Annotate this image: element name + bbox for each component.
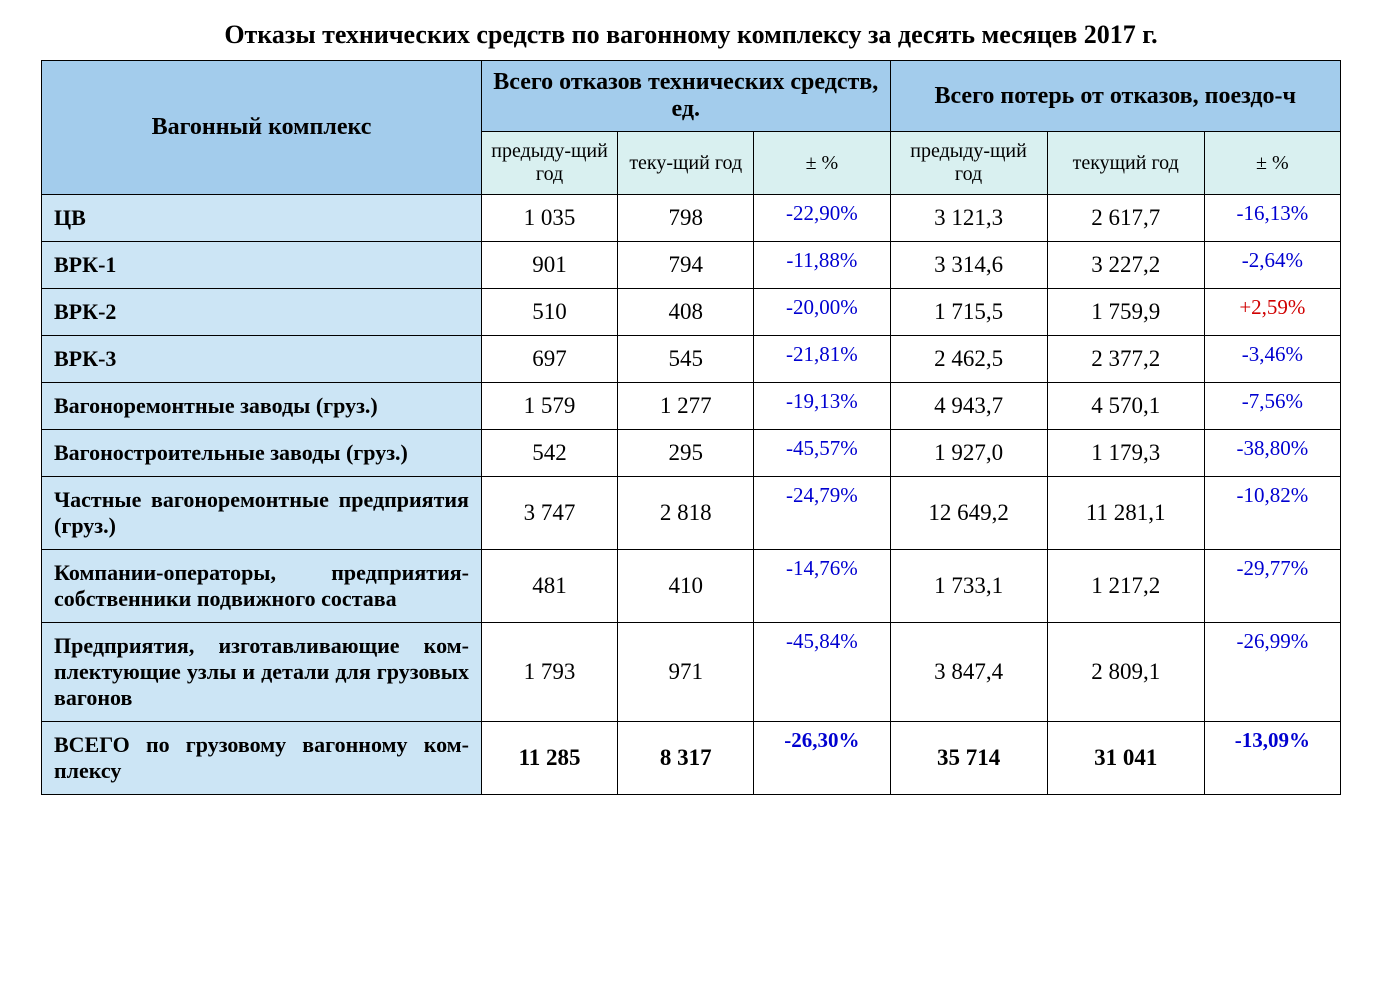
table-row: Предприятия, изготавливающие ком­плектую… [42,623,1341,722]
cell-percent: -24,79% [754,477,890,550]
cell-percent: -29,77% [1204,550,1340,623]
cell-value: 901 [481,242,617,289]
col-header-failures: Всего отказов технических средств, ед. [481,61,890,132]
table-row: ВРК-3697545-21,81%2 462,52 377,2-3,46% [42,336,1341,383]
cell-value: 2 377,2 [1047,336,1204,383]
cell-value: 1 927,0 [890,430,1047,477]
cell-value: 11 281,1 [1047,477,1204,550]
table-row: ВСЕГО по грузовому вагонному ком­плексу1… [42,722,1341,795]
cell-value: 545 [618,336,754,383]
table-row: ЦВ1 035798-22,90%3 121,32 617,7-16,13% [42,195,1341,242]
cell-value: 1 733,1 [890,550,1047,623]
cell-value: 410 [618,550,754,623]
col-sub-prev: предыду-щий год [481,132,617,195]
cell-percent: +2,59% [1204,289,1340,336]
cell-percent: -2,64% [1204,242,1340,289]
table-row: Частные вагоноремонтные предпри­ятия (гр… [42,477,1341,550]
cell-value: 542 [481,430,617,477]
col-sub-curr: теку-щий год [618,132,754,195]
col-header-losses: Всего потерь от отказов, поездо-ч [890,61,1341,132]
cell-percent: -16,13% [1204,195,1340,242]
row-label: Вагоностроительные заводы (груз.) [42,430,482,477]
table-row: ВРК-1901794-11,88%3 314,63 227,2-2,64% [42,242,1341,289]
cell-value: 295 [618,430,754,477]
cell-value: 35 714 [890,722,1047,795]
cell-value: 1 759,9 [1047,289,1204,336]
col-sub-pct: ± % [754,132,890,195]
cell-percent: -22,90% [754,195,890,242]
cell-percent: -45,84% [754,623,890,722]
row-label: ЦВ [42,195,482,242]
row-label: Предприятия, изготавливающие ком­плектую… [42,623,482,722]
cell-percent: -3,46% [1204,336,1340,383]
cell-value: 2 818 [618,477,754,550]
cell-value: 3 314,6 [890,242,1047,289]
cell-value: 2 809,1 [1047,623,1204,722]
cell-percent: -20,00% [754,289,890,336]
cell-value: 408 [618,289,754,336]
table-row: ВРК-2510408-20,00%1 715,51 759,9+2,59% [42,289,1341,336]
row-label: Частные вагоноремонтные предпри­ятия (гр… [42,477,482,550]
cell-value: 3 121,3 [890,195,1047,242]
row-label: ВРК-2 [42,289,482,336]
cell-value: 3 747 [481,477,617,550]
col-sub-prev: предыду-щий год [890,132,1047,195]
cell-percent: -38,80% [1204,430,1340,477]
cell-value: 2 462,5 [890,336,1047,383]
cell-value: 1 277 [618,383,754,430]
cell-value: 4 943,7 [890,383,1047,430]
cell-percent: -45,57% [754,430,890,477]
cell-percent: -19,13% [754,383,890,430]
cell-value: 510 [481,289,617,336]
cell-percent: -10,82% [1204,477,1340,550]
cell-percent: -26,30% [754,722,890,795]
row-label: ВРК-1 [42,242,482,289]
cell-value: 1 579 [481,383,617,430]
cell-percent: -21,81% [754,336,890,383]
col-sub-curr: текущий год [1047,132,1204,195]
cell-value: 4 570,1 [1047,383,1204,430]
failures-table: Вагонный комплекс Всего отказов техничес… [41,60,1341,795]
cell-value: 798 [618,195,754,242]
cell-value: 1 179,3 [1047,430,1204,477]
row-label: Вагоноремонтные заводы (груз.) [42,383,482,430]
table-row: Вагоностроительные заводы (груз.)542295-… [42,430,1341,477]
cell-percent: -11,88% [754,242,890,289]
col-sub-pct: ± % [1204,132,1340,195]
cell-value: 12 649,2 [890,477,1047,550]
cell-value: 1 217,2 [1047,550,1204,623]
cell-value: 697 [481,336,617,383]
cell-value: 971 [618,623,754,722]
cell-percent: -14,76% [754,550,890,623]
row-label: ВСЕГО по грузовому вагонному ком­плексу [42,722,482,795]
page-title: Отказы технических средств по вагонному … [20,20,1362,50]
col-header-main: Вагонный комплекс [42,61,482,195]
cell-value: 8 317 [618,722,754,795]
cell-value: 2 617,7 [1047,195,1204,242]
cell-value: 794 [618,242,754,289]
row-label: Компании-операторы, предприятия-собствен… [42,550,482,623]
table-row: Вагоноремонтные заводы (груз.)1 5791 277… [42,383,1341,430]
table-row: Компании-операторы, предприятия-собствен… [42,550,1341,623]
cell-value: 3 227,2 [1047,242,1204,289]
cell-value: 3 847,4 [890,623,1047,722]
cell-percent: -26,99% [1204,623,1340,722]
cell-value: 31 041 [1047,722,1204,795]
cell-percent: -7,56% [1204,383,1340,430]
cell-value: 481 [481,550,617,623]
cell-percent: -13,09% [1204,722,1340,795]
row-label: ВРК-3 [42,336,482,383]
cell-value: 1 035 [481,195,617,242]
cell-value: 1 793 [481,623,617,722]
cell-value: 1 715,5 [890,289,1047,336]
cell-value: 11 285 [481,722,617,795]
